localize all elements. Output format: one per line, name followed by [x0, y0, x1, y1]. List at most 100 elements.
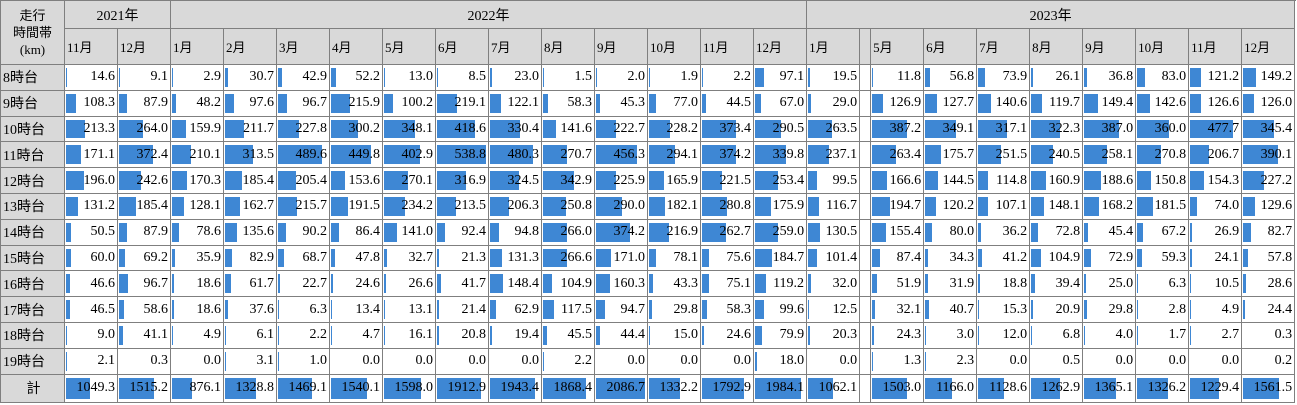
cell-value: 162.7 — [242, 198, 275, 214]
cell-value: 237.1 — [825, 146, 858, 162]
data-bar — [1190, 119, 1234, 139]
month-header: 11月 — [700, 28, 754, 65]
table-cell: 75.1 — [700, 270, 754, 298]
cell-value: 150.8 — [1154, 172, 1187, 188]
spacer-cell — [859, 89, 872, 117]
cell-value: 20.8 — [461, 327, 487, 343]
table-cell: 26.9 — [1188, 218, 1243, 246]
data-bar — [1190, 222, 1193, 242]
table-cell: 6.1 — [223, 321, 277, 349]
data-bar — [384, 93, 394, 113]
data-bar — [543, 93, 549, 113]
cell-value: 58.3 — [726, 301, 752, 317]
cell-value: 2.0 — [627, 69, 646, 85]
cell-value: 31.9 — [949, 275, 975, 291]
data-bar — [66, 248, 72, 268]
table-cell: 0.5 — [1029, 347, 1084, 375]
cell-value: 100.2 — [401, 95, 434, 111]
table-cell: 67.2 — [1135, 218, 1190, 246]
data-bar — [1084, 171, 1102, 190]
table-cell: 47.8 — [329, 244, 383, 272]
data-bar — [978, 377, 1005, 399]
table-cell: 130.5 — [806, 218, 861, 246]
data-bar — [596, 196, 623, 216]
table-row: 10時台 213.3 264.0 159.9 211.7 227.8 300.2 348.1 4… — [0, 115, 1296, 143]
cell-value: 52.2 — [355, 69, 381, 85]
table-cell: 154.3 — [1188, 167, 1243, 194]
cell-value: 86.4 — [355, 224, 381, 240]
data-bar — [119, 325, 123, 345]
data-bar — [596, 300, 605, 319]
cell-value: 41.7 — [461, 275, 487, 291]
data-bar — [649, 248, 657, 268]
data-bar — [172, 171, 188, 190]
cell-value: 242.6 — [136, 172, 169, 188]
table-cell: 184.7 — [752, 244, 808, 272]
cell-value: 2.2 — [574, 353, 593, 369]
cell-value: 280.8 — [719, 198, 752, 214]
cell-value: 129.6 — [1260, 198, 1293, 214]
month-header-row: 11月 12月 1月 2月 3月 4月 5月 6月 7月 8月 9月 10月 11月 12月 1月 5月 6月 7… — [1, 28, 1296, 65]
table-cell: 228.2 — [647, 115, 701, 143]
table-cell: 227.8 — [276, 115, 330, 143]
cell-value: 316.9 — [454, 172, 487, 188]
data-bar — [649, 171, 664, 190]
cell-value: 4.9 — [1221, 301, 1240, 317]
table-cell: 324.5 — [488, 167, 542, 194]
data-bar — [331, 274, 334, 294]
cell-value: 317.1 — [995, 120, 1028, 136]
table-cell: 150.8 — [1135, 167, 1190, 194]
data-bar — [490, 222, 499, 242]
data-bar — [925, 222, 933, 242]
cell-value: 264.0 — [136, 120, 169, 136]
table-cell: 40.7 — [923, 296, 978, 323]
table-row: 12時台 196.0 242.6 170.3 185.4 205.4 153.6 270.1 3… — [0, 167, 1296, 194]
data-bar — [490, 377, 536, 399]
table-cell: 67.0 — [752, 89, 808, 117]
month-spacer — [859, 28, 872, 65]
row-label: 18時台 — [0, 321, 65, 349]
cell-value: 225.9 — [613, 172, 646, 188]
table-cell: 61.7 — [223, 270, 277, 298]
data-bar — [925, 171, 939, 190]
cell-value: 90.2 — [302, 224, 328, 240]
data-bar — [437, 300, 439, 319]
row-label: 11時台 — [0, 141, 65, 169]
table-cell: 242.6 — [117, 167, 171, 194]
data-bar — [172, 119, 187, 139]
table-cell: 108.3 — [64, 89, 118, 117]
table-cell: 196.0 — [64, 167, 118, 194]
data-bar — [172, 222, 180, 242]
cell-value: 175.7 — [942, 146, 975, 162]
cell-value: 14.6 — [90, 69, 116, 85]
table-cell: 46.6 — [64, 270, 118, 298]
data-bar — [702, 119, 736, 139]
data-bar — [1190, 171, 1204, 190]
data-bar — [1084, 145, 1108, 165]
table-cell: 477.7 — [1188, 115, 1243, 143]
cell-value: 116.7 — [826, 198, 858, 214]
table-cell: 82.7 — [1241, 218, 1296, 246]
table-cell: 74.0 — [1188, 192, 1243, 220]
cell-value: 213.5 — [454, 198, 487, 214]
table-cell: 1328.8 — [223, 373, 277, 403]
table-row: 14時台 50.5 87.9 78.6 135.6 90.2 86.4 141.0 92.4 94… — [0, 218, 1296, 246]
table-cell: 317.1 — [976, 115, 1031, 143]
cell-value: 67.0 — [779, 95, 805, 111]
table-cell: 258.1 — [1082, 141, 1137, 169]
data-bar — [1243, 274, 1246, 294]
cell-value: 234.2 — [401, 198, 434, 214]
cell-value: 18.6 — [196, 301, 222, 317]
data-bar — [278, 68, 282, 87]
table-cell: 0.2 — [1241, 347, 1296, 375]
data-bar — [66, 145, 82, 165]
cell-value: 82.7 — [1267, 224, 1293, 240]
table-cell: 1229.4 — [1188, 373, 1243, 403]
table-cell: 50.5 — [64, 218, 118, 246]
cell-value: 2.9 — [203, 69, 222, 85]
data-bar — [172, 300, 174, 319]
month-header: 7月 — [488, 28, 542, 65]
data-bar — [702, 377, 744, 399]
data-bar — [1084, 300, 1087, 319]
table-cell: 41.7 — [435, 270, 489, 298]
